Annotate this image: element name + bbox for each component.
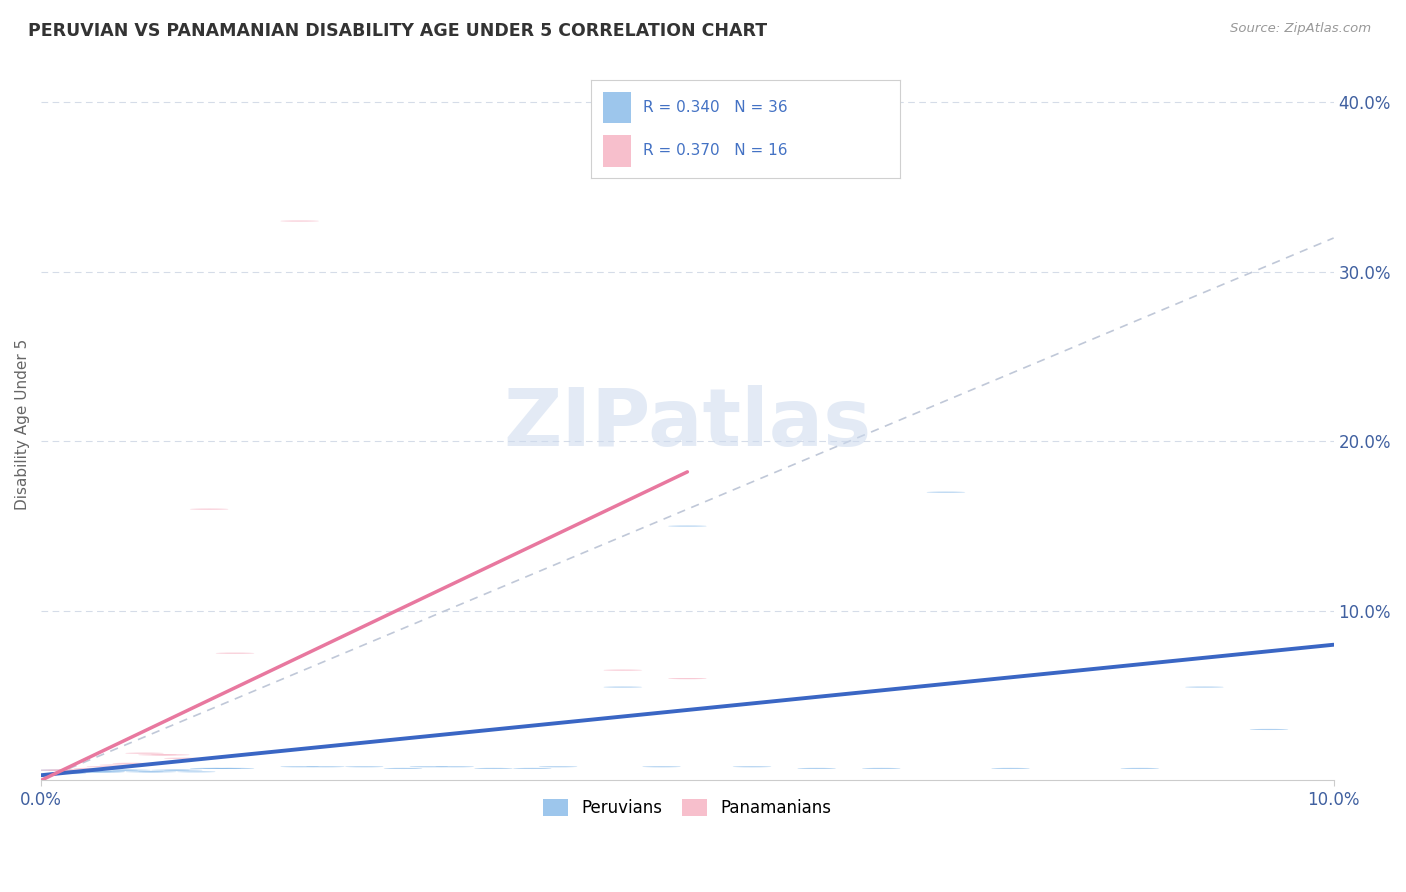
Ellipse shape xyxy=(1121,768,1159,769)
Ellipse shape xyxy=(384,768,422,769)
Ellipse shape xyxy=(125,753,165,754)
Ellipse shape xyxy=(1185,687,1223,688)
Ellipse shape xyxy=(165,770,202,771)
Ellipse shape xyxy=(165,757,202,759)
Ellipse shape xyxy=(150,755,190,756)
Ellipse shape xyxy=(643,766,681,767)
Ellipse shape xyxy=(513,768,551,769)
Ellipse shape xyxy=(112,763,150,764)
Ellipse shape xyxy=(538,766,578,767)
Ellipse shape xyxy=(150,770,190,771)
Ellipse shape xyxy=(603,687,643,688)
Ellipse shape xyxy=(48,770,86,771)
Ellipse shape xyxy=(100,764,138,765)
Ellipse shape xyxy=(100,770,138,771)
Text: R = 0.370   N = 16: R = 0.370 N = 16 xyxy=(643,144,787,159)
Ellipse shape xyxy=(202,768,242,769)
Text: ZIPatlas: ZIPatlas xyxy=(503,385,872,464)
Ellipse shape xyxy=(73,768,112,769)
Ellipse shape xyxy=(927,491,966,492)
Ellipse shape xyxy=(280,220,319,221)
Ellipse shape xyxy=(1250,729,1288,730)
Bar xyxy=(603,136,631,167)
Ellipse shape xyxy=(215,653,254,654)
Ellipse shape xyxy=(60,770,100,771)
Text: Source: ZipAtlas.com: Source: ZipAtlas.com xyxy=(1230,22,1371,36)
Ellipse shape xyxy=(190,508,229,509)
Bar xyxy=(603,92,631,123)
Ellipse shape xyxy=(436,766,474,767)
Ellipse shape xyxy=(668,678,707,679)
Ellipse shape xyxy=(409,766,449,767)
Ellipse shape xyxy=(797,768,837,769)
Ellipse shape xyxy=(86,766,125,767)
Y-axis label: Disability Age Under 5: Disability Age Under 5 xyxy=(15,339,30,510)
Ellipse shape xyxy=(35,770,73,771)
Ellipse shape xyxy=(48,773,86,774)
Ellipse shape xyxy=(215,768,254,769)
Ellipse shape xyxy=(138,755,177,756)
Ellipse shape xyxy=(668,525,707,526)
Ellipse shape xyxy=(280,766,319,767)
Legend: Peruvians, Panamanians: Peruvians, Panamanians xyxy=(534,790,839,825)
Ellipse shape xyxy=(991,768,1029,769)
Ellipse shape xyxy=(112,770,150,771)
Ellipse shape xyxy=(35,770,73,771)
Ellipse shape xyxy=(862,768,901,769)
Ellipse shape xyxy=(603,670,643,671)
Ellipse shape xyxy=(307,766,344,767)
Text: PERUVIAN VS PANAMANIAN DISABILITY AGE UNDER 5 CORRELATION CHART: PERUVIAN VS PANAMANIAN DISABILITY AGE UN… xyxy=(28,22,768,40)
Text: R = 0.340   N = 36: R = 0.340 N = 36 xyxy=(643,100,787,115)
Ellipse shape xyxy=(733,766,772,767)
Ellipse shape xyxy=(344,766,384,767)
Ellipse shape xyxy=(474,768,513,769)
Ellipse shape xyxy=(190,768,229,769)
